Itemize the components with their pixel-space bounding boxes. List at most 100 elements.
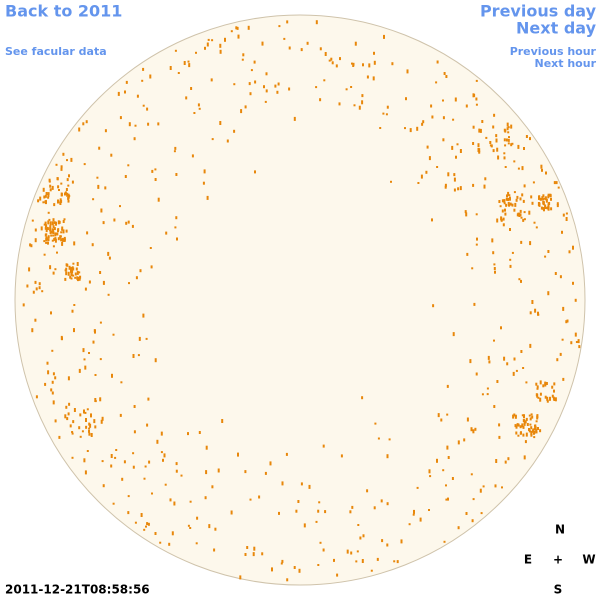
facula-spot (535, 430, 538, 434)
facula-spot (191, 154, 194, 158)
facula-spot (60, 193, 63, 197)
facula-spot (142, 313, 145, 318)
facula-spot (532, 432, 535, 435)
facula-spot (518, 212, 520, 215)
previous-day-link[interactable]: Previous day (480, 2, 597, 21)
facula-spot (67, 376, 70, 381)
facula-spot (217, 468, 220, 473)
facula-spot (51, 239, 54, 242)
facula-spot (70, 271, 73, 276)
facula-spot (92, 340, 95, 344)
facula-spot (187, 432, 189, 436)
facula-spot (53, 221, 56, 225)
facula-spot (60, 167, 63, 171)
facula-spot (445, 498, 448, 501)
facula-spot (533, 430, 536, 434)
facula-spot (507, 126, 510, 129)
facula-spot (568, 250, 571, 254)
facula-spot (85, 418, 87, 422)
facula-spot (54, 268, 57, 271)
facula-spot (278, 511, 280, 515)
facula-spot (97, 184, 100, 189)
facula-spot (195, 51, 197, 54)
facula-spot (204, 46, 206, 50)
facula-spot (455, 155, 457, 159)
facula-spot (60, 165, 63, 169)
facula-spot (195, 542, 198, 545)
facula-spot (62, 152, 65, 156)
facula-spot (144, 465, 147, 468)
facula-spot (70, 157, 73, 162)
facula-spot (503, 356, 506, 361)
facula-spot (413, 509, 415, 514)
facula-spot (361, 396, 364, 400)
facula-spot (92, 198, 95, 201)
facula-spot (516, 195, 519, 199)
facula-spot (503, 152, 506, 155)
facula-spot (435, 81, 438, 84)
facula-spot (547, 250, 550, 253)
facula-spot (430, 104, 433, 108)
facula-spot (44, 200, 47, 204)
facula-spot (532, 181, 535, 184)
facula-spot (189, 527, 192, 529)
back-link[interactable]: Back to 2011 (5, 2, 122, 21)
facula-spot (420, 174, 423, 179)
next-day-link[interactable]: Next day (516, 19, 597, 38)
facula-spot (518, 214, 521, 217)
facula-spot (457, 187, 460, 191)
facula-spot (127, 164, 130, 167)
facula-spot (34, 318, 37, 322)
facula-spot (94, 374, 97, 376)
facula-spot (315, 20, 318, 25)
facula-spot (107, 251, 110, 256)
facula-spot (535, 382, 538, 386)
facula-spot (263, 85, 265, 89)
facula-spot (64, 414, 67, 419)
facula-spot (528, 428, 530, 431)
facula-spot (278, 25, 281, 28)
facula-spot (405, 97, 407, 101)
facular-data-link[interactable]: See facular data (5, 45, 107, 58)
facula-spot (362, 534, 365, 538)
facula-spot (577, 339, 580, 344)
facula-spot (283, 37, 286, 40)
facula-spot (545, 382, 548, 385)
facula-spot (470, 427, 473, 432)
facula-spot (323, 79, 326, 82)
previous-hour-link[interactable]: Previous hour (510, 45, 597, 58)
facula-spot (264, 100, 267, 103)
facula-spot (75, 267, 78, 271)
facula-spot (513, 208, 516, 212)
facula-spot (246, 546, 249, 549)
facula-spot (139, 269, 142, 273)
facula-spot (345, 88, 348, 91)
facula-spot (88, 427, 91, 430)
facula-spot (51, 349, 54, 352)
facula-spot (478, 150, 481, 154)
facula-spot (241, 58, 244, 61)
facula-spot (43, 240, 46, 243)
facula-spot (93, 419, 96, 424)
facula-spot (519, 213, 522, 217)
facula-spot (59, 235, 62, 238)
facula-spot (203, 169, 206, 174)
facula-spot (505, 138, 508, 142)
facula-spot (84, 411, 87, 414)
facula-spot (37, 199, 40, 203)
facula-spot (149, 74, 152, 79)
facula-spot (546, 396, 549, 401)
facula-spot (504, 460, 507, 464)
facula-spot (493, 405, 496, 408)
facula-spot (372, 76, 375, 81)
facula-spot (531, 300, 534, 304)
facula-spot (482, 485, 485, 488)
facula-spot (521, 414, 524, 417)
facula-spot (174, 146, 177, 150)
next-hour-link[interactable]: Next hour (535, 57, 597, 70)
facula-spot (512, 371, 515, 376)
facula-spot (154, 168, 157, 171)
facula-spot (219, 121, 222, 125)
facula-spot (221, 419, 224, 423)
facula-spot (65, 188, 68, 191)
